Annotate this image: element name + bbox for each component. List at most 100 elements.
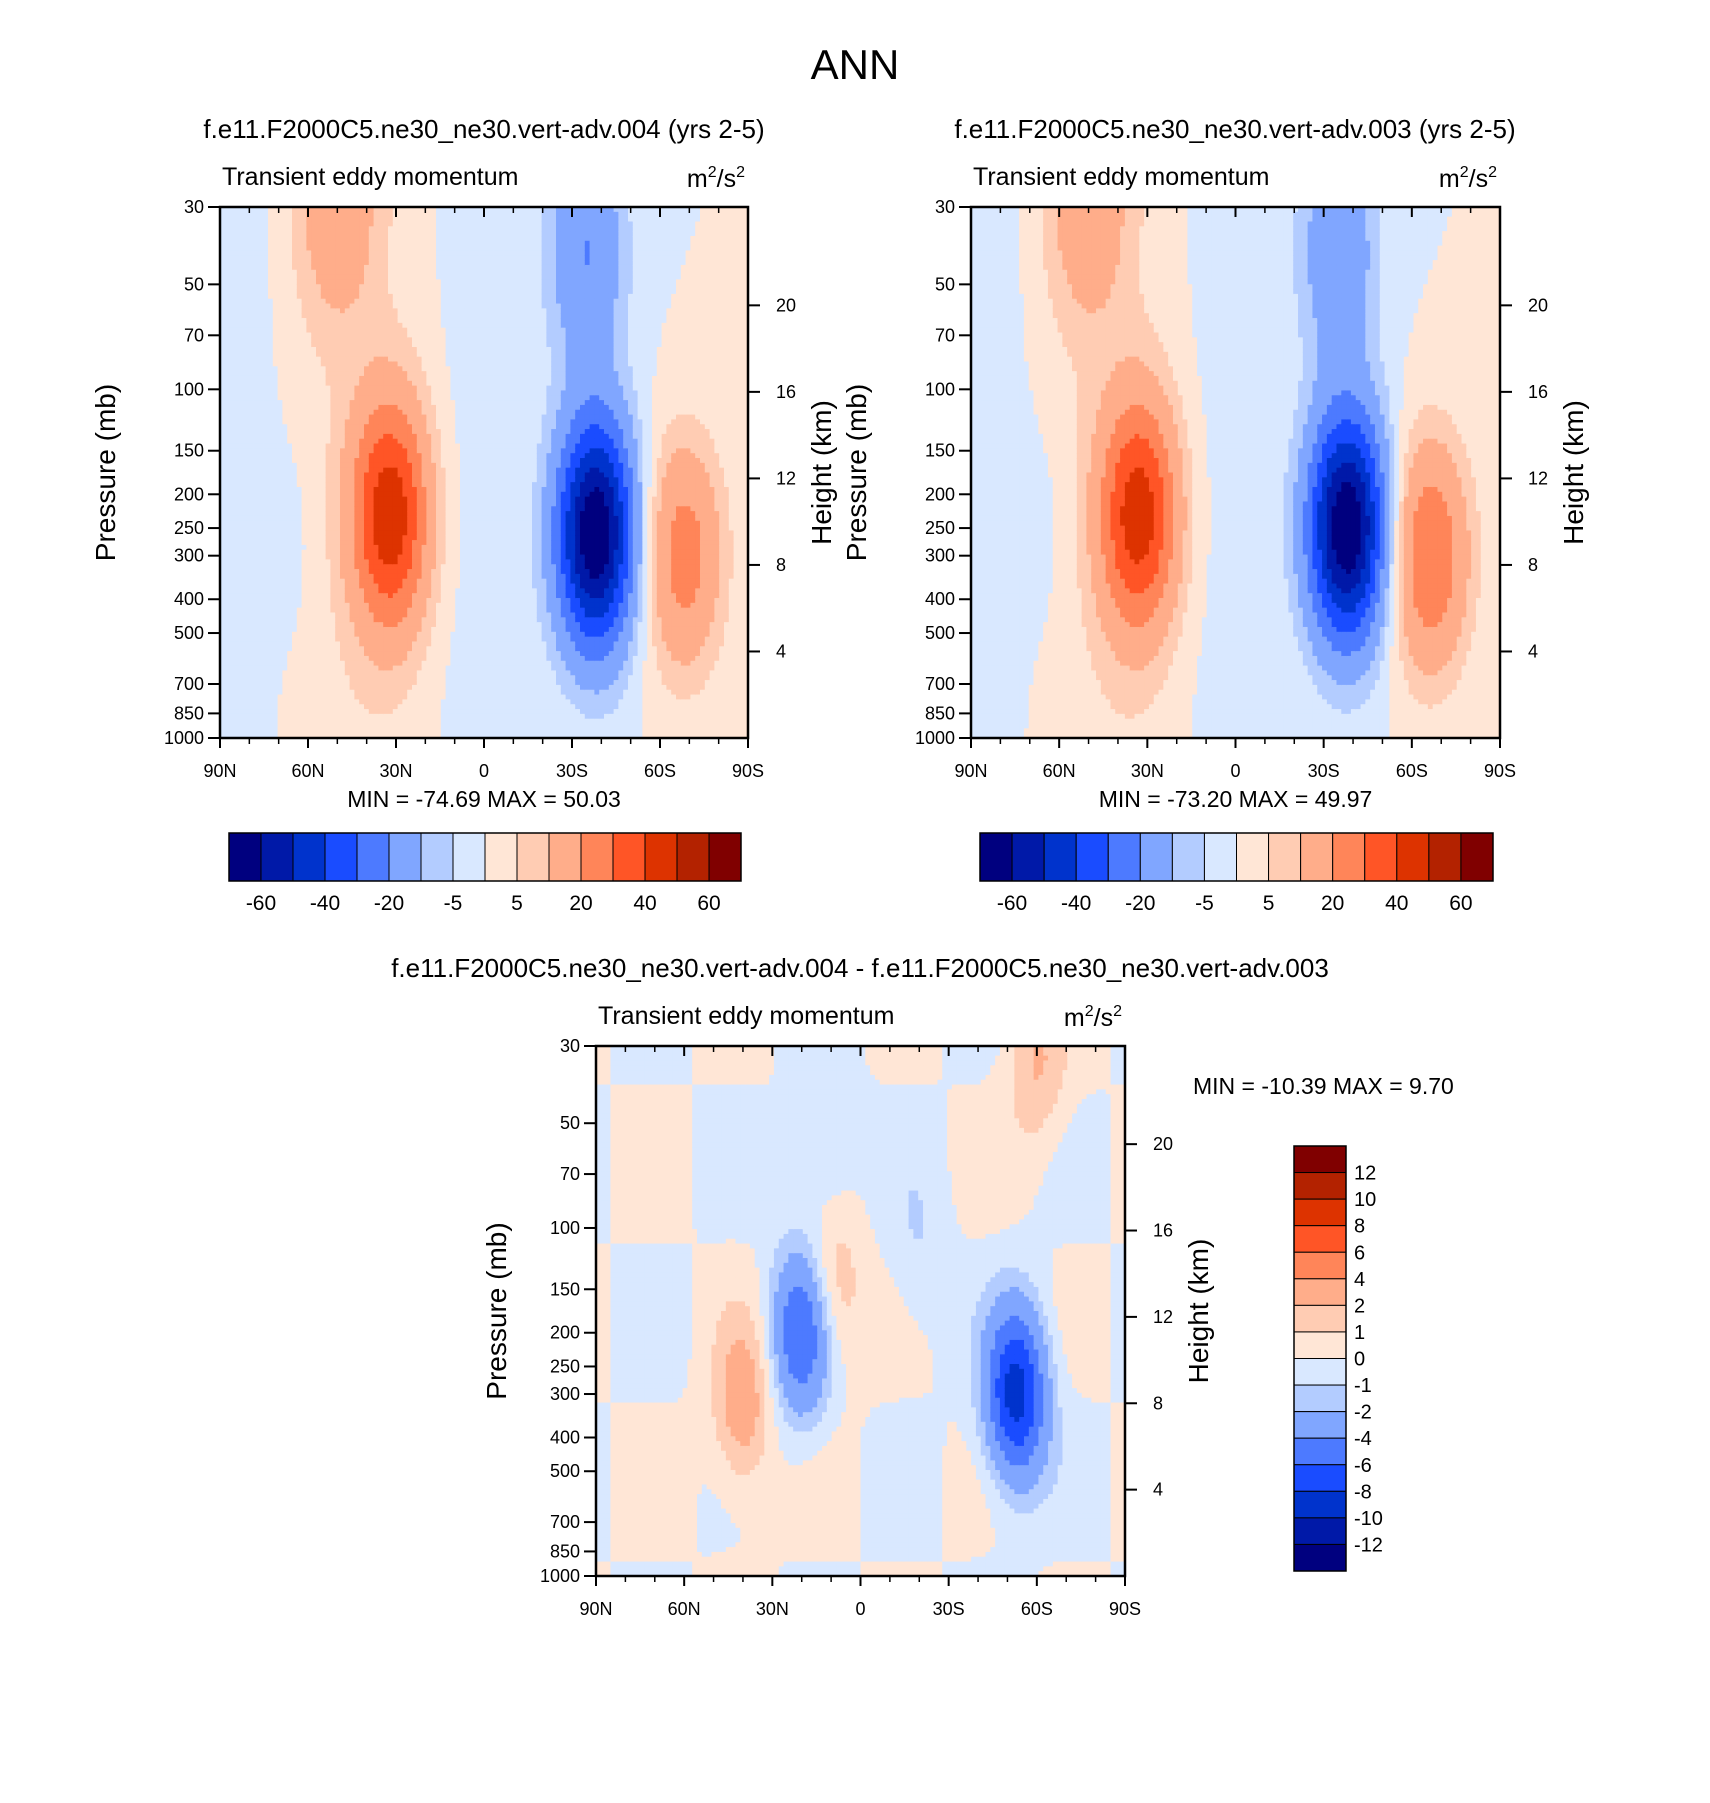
field-cell (287, 269, 293, 276)
field-cell (229, 221, 235, 227)
field-cell (397, 477, 403, 483)
field-cell (402, 709, 408, 715)
field-cell (335, 655, 341, 662)
field-cell (239, 269, 245, 276)
field-cell (244, 578, 250, 585)
field-cell (416, 424, 423, 430)
field-cell (402, 298, 408, 305)
field-cell (296, 318, 303, 324)
field-cell (354, 293, 360, 300)
field-cell (234, 680, 240, 686)
field-cell (234, 264, 240, 271)
field-cell (373, 583, 379, 589)
field-cell (263, 395, 269, 401)
field-cell (296, 424, 303, 430)
field-cell (330, 704, 336, 710)
field-cell (248, 264, 255, 271)
field-cell (253, 660, 259, 667)
field-cell (392, 216, 399, 223)
field-cell (311, 395, 317, 401)
field-cell (316, 274, 322, 281)
field-cell (407, 356, 413, 363)
field-cell (436, 390, 442, 396)
field-cell (383, 665, 389, 672)
field-cell (268, 337, 274, 343)
field-cell (282, 569, 288, 575)
field-cell (373, 602, 379, 609)
field-cell (268, 694, 274, 700)
field-cell (325, 462, 331, 469)
field-cell (397, 626, 403, 633)
field-cell (368, 588, 375, 594)
field-cell (316, 395, 322, 401)
field-cell (344, 395, 351, 401)
field-cell (268, 443, 274, 449)
field-cell (373, 337, 379, 343)
field-cell (378, 636, 384, 643)
field-cell (248, 462, 255, 469)
field-cell (388, 429, 394, 435)
field-cell (388, 530, 394, 536)
field-cell (292, 371, 298, 377)
field-cell (354, 322, 360, 329)
field-cell (239, 361, 245, 367)
field-cell (244, 559, 250, 565)
field-cell (431, 699, 437, 705)
field-cell (224, 361, 231, 367)
field-cell (253, 723, 259, 729)
field-cell (388, 298, 394, 305)
field-cell (416, 308, 423, 314)
field-cell (368, 694, 375, 700)
field-cell (311, 269, 317, 276)
field-cell (248, 250, 255, 256)
field-cell (301, 235, 307, 242)
field-cell (220, 289, 226, 295)
field-cell (378, 593, 384, 599)
field-cell (224, 569, 231, 575)
field-cell (248, 660, 255, 667)
field-cell (364, 438, 370, 445)
field-cell (316, 626, 322, 633)
field-cell (224, 496, 231, 503)
field-cell (296, 515, 303, 522)
field-cell (224, 298, 231, 305)
field-cell (368, 221, 375, 227)
field-cell (234, 593, 240, 599)
field-cell (244, 322, 250, 329)
field-cell (248, 337, 255, 343)
field-cell (373, 501, 379, 507)
field-cell (311, 235, 317, 242)
field-cell (268, 564, 274, 570)
field-cell (320, 443, 327, 449)
field-cell (340, 535, 346, 541)
field-cell (320, 467, 327, 474)
field-cell (359, 424, 365, 430)
field-cell (282, 660, 288, 667)
field-cell (407, 472, 413, 478)
field-cell (277, 583, 283, 589)
field-cell (220, 544, 226, 551)
field-cell (373, 414, 379, 420)
field-cell (296, 414, 303, 420)
field-cell (258, 346, 264, 353)
field-cell (397, 332, 403, 338)
field-cell (258, 646, 264, 652)
field-cell (436, 308, 442, 314)
field-cell (340, 496, 346, 503)
field-cell (306, 245, 312, 252)
field-cell (258, 723, 264, 729)
field-cell (229, 733, 235, 738)
field-cell (282, 467, 288, 474)
field-cell (368, 626, 375, 633)
field-cell (311, 289, 317, 295)
field-cell (368, 554, 375, 560)
field-cell (421, 496, 427, 503)
field-cell (383, 573, 389, 580)
field-cell (268, 578, 274, 585)
field-cell (402, 250, 408, 256)
field-cell (282, 240, 288, 247)
field-cell (431, 549, 437, 556)
field-cell (320, 733, 327, 738)
field-cell (311, 255, 317, 261)
field-cell (301, 655, 307, 662)
